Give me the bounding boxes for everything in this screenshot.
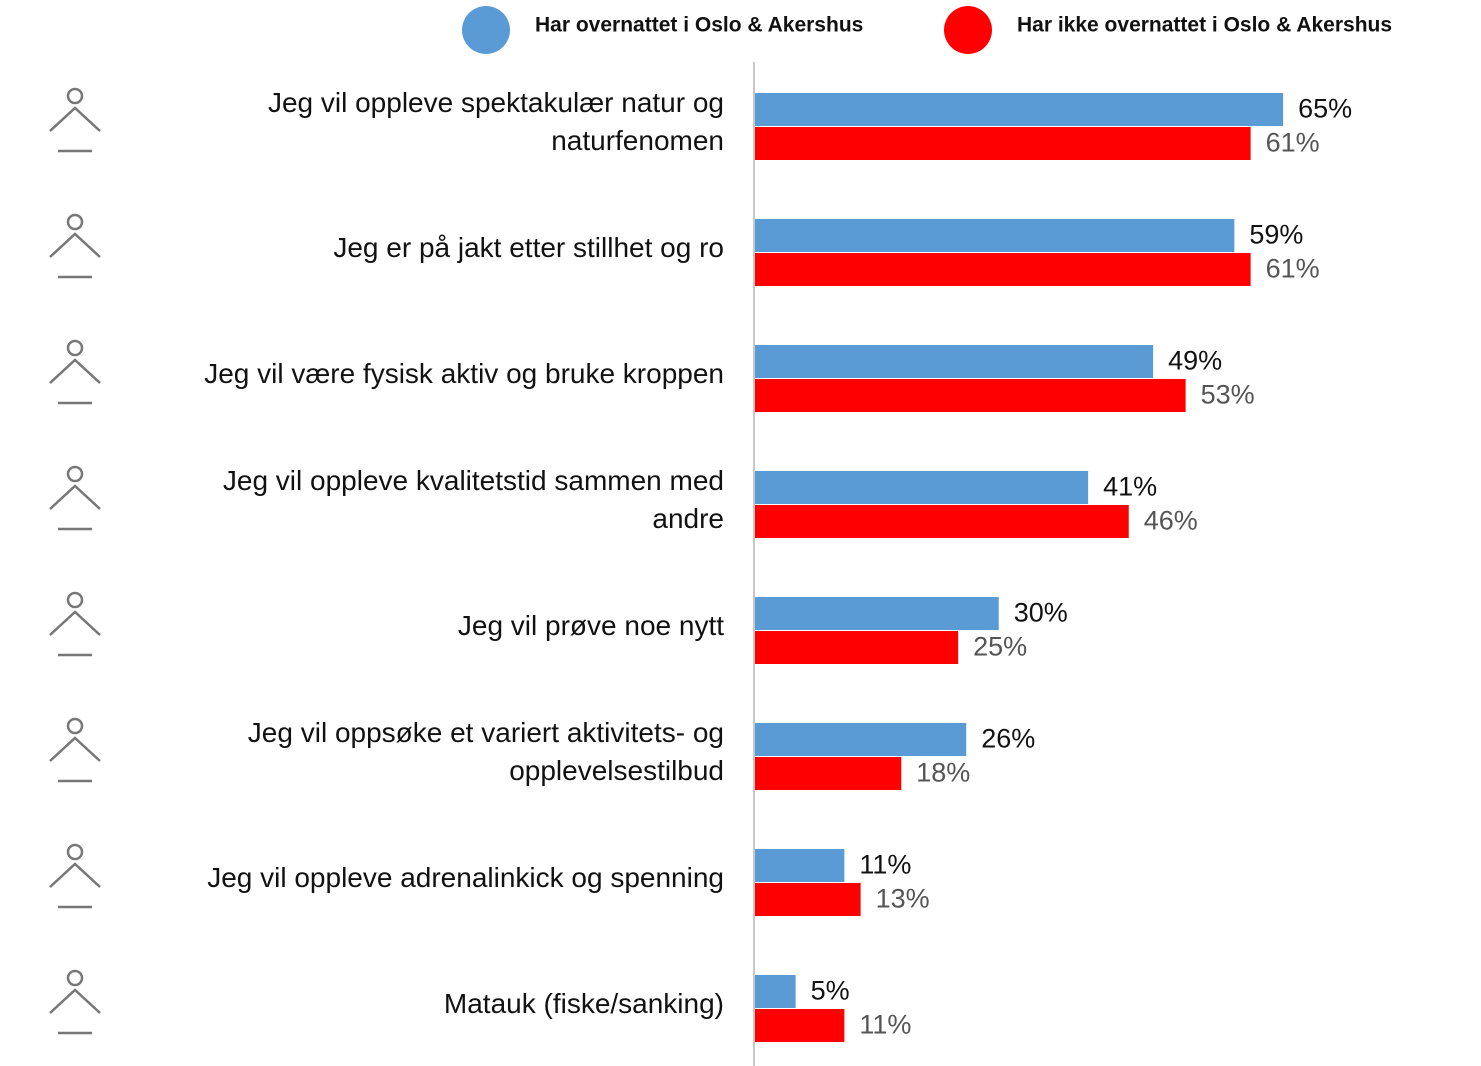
category-label: Jeg vil oppsøke et variert aktivitets- o… (248, 717, 724, 786)
icon-part (66, 465, 84, 483)
category-label: Jeg vil oppleve kvalitetstid sammen med a… (223, 465, 724, 534)
bar (755, 883, 861, 916)
icon-part (49, 358, 101, 405)
value-label: 59% (1249, 220, 1303, 250)
icon-part (66, 213, 84, 231)
icon-part (49, 232, 101, 279)
bar (755, 1009, 845, 1042)
value-label: 65% (1298, 94, 1352, 124)
icon (49, 717, 101, 783)
legend-swatch (944, 6, 992, 54)
icon-part (49, 484, 101, 531)
icon (49, 591, 101, 657)
icon (49, 843, 101, 909)
icon-part (66, 339, 84, 357)
bar (755, 631, 959, 664)
bar (755, 127, 1251, 160)
icon-part (49, 106, 101, 153)
icon-part (66, 87, 84, 105)
value-label: 11% (859, 1010, 911, 1040)
icon-part (66, 969, 84, 987)
icon-part (49, 736, 101, 783)
bar (755, 757, 902, 790)
bar (755, 219, 1235, 252)
value-label: 61% (1266, 128, 1320, 158)
icon (49, 465, 101, 531)
value-label: 25% (973, 632, 1027, 662)
bar (755, 471, 1089, 504)
legend-label: Har overnattet i Oslo & Akershus (535, 14, 863, 37)
icon-part (66, 717, 84, 735)
category-label: Jeg vil være fysisk aktiv og bruke kropp… (204, 358, 724, 389)
bar (755, 723, 967, 756)
bar (755, 345, 1154, 378)
value-label: 41% (1103, 472, 1157, 502)
icon-part (49, 610, 101, 657)
icon (49, 213, 101, 279)
value-label: 18% (916, 758, 970, 788)
bar (755, 505, 1129, 538)
bar (755, 253, 1251, 286)
value-label: 5% (811, 976, 850, 1006)
bar (755, 93, 1284, 126)
category-label: Jeg vil oppleve adrenalinkick og spennin… (207, 862, 724, 893)
icon-part (49, 862, 101, 909)
category-label: Jeg vil prøve noe nytt (458, 610, 724, 641)
value-label: 11% (859, 850, 911, 880)
bar (755, 849, 845, 882)
icon-part (49, 988, 101, 1035)
value-label: 13% (876, 884, 930, 914)
value-label: 53% (1201, 380, 1255, 410)
value-label: 46% (1144, 506, 1198, 536)
value-label: 49% (1168, 346, 1222, 376)
value-label: 26% (981, 724, 1035, 754)
category-label: Jeg er på jakt etter stillhet og ro (333, 232, 724, 263)
bar (755, 597, 999, 630)
bar (755, 379, 1186, 412)
icon-part (66, 591, 84, 609)
icon (49, 969, 101, 1035)
legend-swatch (462, 6, 510, 54)
icon-part (66, 843, 84, 861)
bar (755, 975, 796, 1008)
value-label: 61% (1266, 254, 1320, 284)
category-label: Matauk (fiske/sanking) (444, 988, 724, 1019)
category-label: Jeg vil oppleve spektakulær natur og natu… (268, 87, 724, 156)
icon (49, 339, 101, 405)
legend-label: Har ikke overnattet i Oslo & Akershus (1017, 14, 1392, 37)
value-label: 30% (1014, 598, 1068, 628)
icon (49, 87, 101, 153)
